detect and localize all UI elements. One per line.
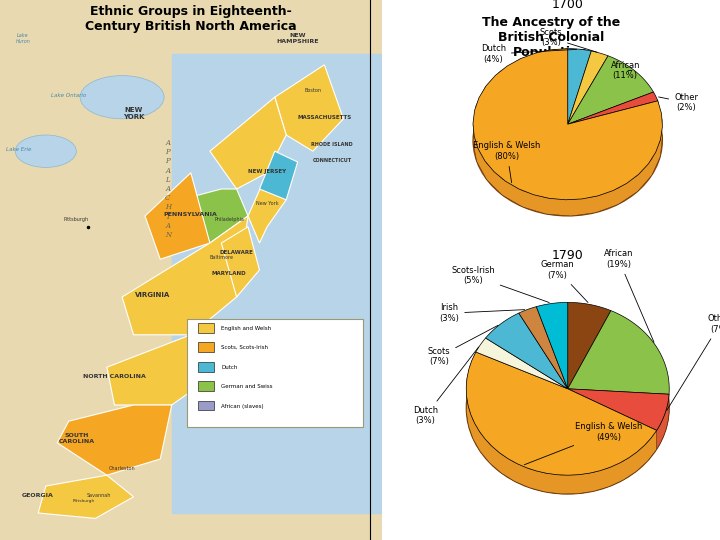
Text: Pittsburgh: Pittsburgh (64, 218, 89, 222)
Text: Boston: Boston (305, 88, 321, 93)
Polygon shape (473, 49, 662, 200)
Polygon shape (58, 405, 172, 475)
Polygon shape (210, 97, 287, 189)
Text: NEW JERSEY: NEW JERSEY (248, 169, 286, 174)
Text: Scots-Irish
(5%): Scots-Irish (5%) (451, 266, 549, 302)
Text: Lake Erie: Lake Erie (6, 147, 32, 152)
Polygon shape (473, 49, 662, 216)
Polygon shape (221, 227, 259, 297)
Polygon shape (467, 352, 657, 475)
Text: Pittsburgh: Pittsburgh (73, 499, 95, 503)
Polygon shape (259, 151, 297, 200)
Text: 1790: 1790 (552, 249, 584, 262)
Text: RHODE ISLAND: RHODE ISLAND (311, 142, 353, 147)
Text: ATLANTIC
OCEAN: ATLANTIC OCEAN (217, 334, 257, 353)
Bar (199, 362, 214, 372)
Polygon shape (145, 173, 210, 259)
Polygon shape (485, 313, 568, 389)
Polygon shape (568, 49, 591, 124)
Polygon shape (38, 475, 134, 518)
Polygon shape (568, 302, 611, 389)
Polygon shape (161, 189, 248, 243)
Text: Scots, Scots-Irish: Scots, Scots-Irish (221, 345, 269, 350)
Text: German and Swiss: German and Swiss (221, 384, 273, 389)
Ellipse shape (473, 65, 662, 216)
Text: Other
(7%): Other (7%) (667, 314, 720, 410)
Polygon shape (568, 310, 669, 394)
Ellipse shape (80, 76, 164, 119)
Polygon shape (476, 338, 568, 389)
Text: Dutch: Dutch (221, 364, 238, 370)
Text: MARYLAND: MARYLAND (212, 272, 246, 276)
Text: GEORGIA: GEORGIA (22, 493, 54, 498)
Text: 1700: 1700 (552, 0, 584, 11)
Polygon shape (519, 307, 568, 389)
Text: A
P
P
A
L
A
C
H
I
A
N: A P P A L A C H I A N (165, 139, 171, 239)
Polygon shape (568, 389, 669, 430)
Bar (199, 401, 214, 410)
Text: CONNECTICUT: CONNECTICUT (312, 158, 351, 163)
Text: Baltimore: Baltimore (210, 255, 234, 260)
Polygon shape (122, 216, 248, 335)
Text: African
(11%): African (11%) (611, 60, 640, 80)
Bar (199, 342, 214, 352)
Text: Other
(2%): Other (2%) (659, 93, 698, 112)
Text: Charleston: Charleston (109, 466, 135, 471)
Polygon shape (275, 65, 343, 151)
Text: DELAWARE: DELAWARE (220, 250, 253, 255)
Ellipse shape (15, 135, 76, 167)
Bar (199, 381, 214, 391)
Polygon shape (536, 302, 568, 389)
Polygon shape (568, 51, 608, 124)
Text: Ethnic Groups in Eighteenth-
Century British North America: Ethnic Groups in Eighteenth- Century Bri… (85, 5, 297, 33)
Polygon shape (568, 92, 658, 124)
Text: NORTH CAROLINA: NORTH CAROLINA (83, 374, 146, 379)
Polygon shape (248, 173, 287, 243)
Text: Lake Ontario: Lake Ontario (51, 93, 86, 98)
Polygon shape (657, 394, 669, 449)
Text: English and Welsh: English and Welsh (221, 326, 271, 331)
Text: African
(19%): African (19%) (604, 249, 654, 342)
Text: PENNSYLVANIA: PENNSYLVANIA (164, 212, 217, 217)
Text: Savannah: Savannah (87, 493, 112, 498)
Text: German
(7%): German (7%) (541, 260, 588, 302)
Text: Irish
(3%): Irish (3%) (439, 303, 525, 323)
Text: MASSACHUSETTS: MASSACHUSETTS (297, 115, 351, 120)
Text: SOUTH
CAROLINA: SOUTH CAROLINA (58, 433, 94, 444)
Text: Scots
(7%): Scots (7%) (428, 325, 498, 366)
Text: Philadelphia: Philadelphia (214, 218, 244, 222)
Text: African (slaves): African (slaves) (221, 403, 264, 409)
Polygon shape (107, 335, 210, 405)
Text: NEW
YORK: NEW YORK (123, 107, 144, 120)
Polygon shape (568, 56, 654, 124)
Text: NEW
HAMPSHIRE: NEW HAMPSHIRE (276, 33, 319, 44)
Text: Scots
(3%): Scots (3%) (539, 28, 597, 52)
Ellipse shape (467, 321, 670, 494)
Bar (199, 323, 214, 333)
Text: Dutch
(3%): Dutch (3%) (413, 347, 479, 426)
Text: Dutch
(4%): Dutch (4%) (481, 44, 577, 64)
Text: English & Welsh
(49%): English & Welsh (49%) (524, 422, 642, 465)
Text: The Ancestry of the
British Colonial
Population: The Ancestry of the British Colonial Pop… (482, 16, 620, 59)
Text: VIRGINIA: VIRGINIA (135, 292, 170, 298)
Text: New York: New York (256, 201, 279, 206)
Polygon shape (467, 352, 657, 494)
Bar (172, 54, 382, 513)
Text: English & Welsh
(80%): English & Welsh (80%) (473, 141, 541, 183)
Bar (187, 319, 362, 427)
Text: Lake
Huron: Lake Huron (15, 33, 30, 44)
